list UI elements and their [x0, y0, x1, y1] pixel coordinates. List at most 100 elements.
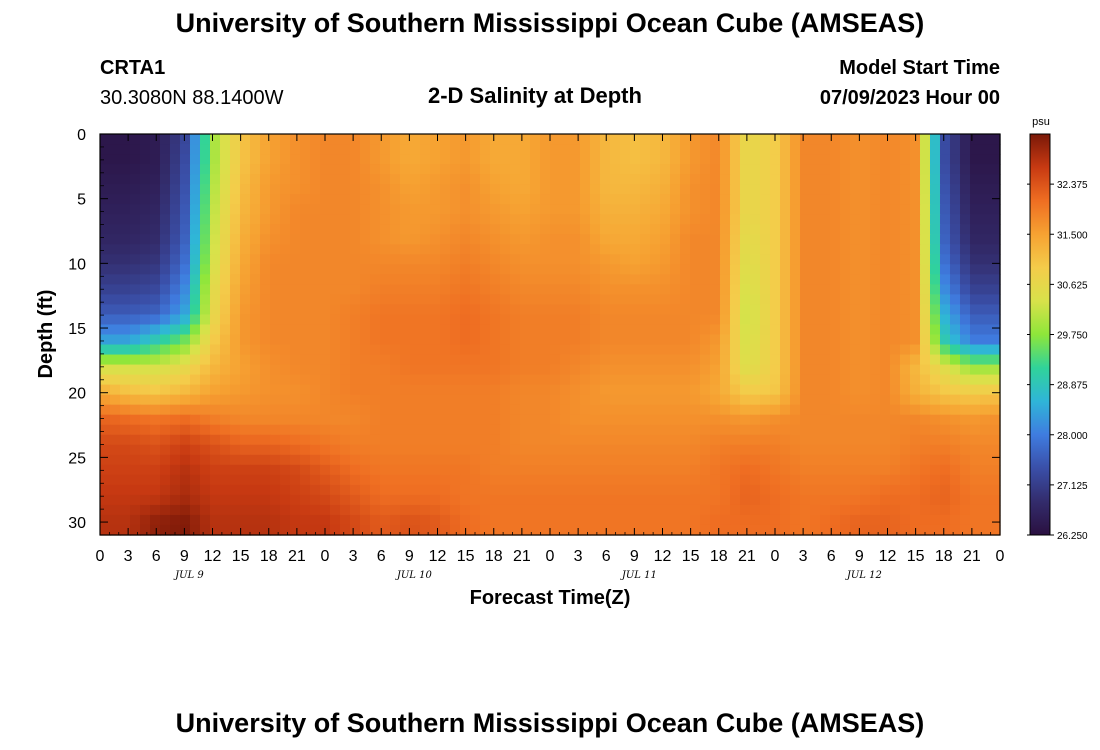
heatmap-cell [620, 344, 631, 356]
heatmap-cell [600, 244, 611, 255]
heatmap-cell [750, 514, 761, 526]
heatmap-cell [700, 204, 711, 215]
heatmap-cell [590, 524, 601, 536]
heatmap-cell [500, 464, 511, 476]
heatmap-cell [140, 134, 151, 145]
heatmap-cell [410, 444, 421, 456]
heatmap-cell [740, 504, 751, 516]
x-tick-label: 18 [710, 548, 728, 565]
heatmap-cell [830, 424, 841, 436]
heatmap-cell [640, 394, 651, 406]
heatmap-cell [490, 484, 501, 496]
heatmap-cell [230, 214, 241, 225]
heatmap-cell [120, 194, 131, 205]
heatmap-cell [340, 494, 351, 506]
heatmap-cell [580, 254, 591, 265]
heatmap-cell [120, 324, 131, 336]
heatmap-cell [910, 434, 921, 446]
heatmap-cell [960, 444, 971, 456]
heatmap-cell [750, 294, 761, 306]
heatmap-cell [300, 154, 311, 165]
heatmap-cell [390, 484, 401, 496]
heatmap-cell [920, 334, 931, 346]
heatmap-cell [580, 144, 591, 155]
heatmap-cell [320, 194, 331, 205]
heatmap-cell [120, 524, 131, 536]
heatmap-cell [170, 244, 181, 255]
heatmap-cell [260, 134, 271, 145]
heatmap-cell [300, 274, 311, 285]
heatmap-cell [150, 324, 161, 336]
heatmap-cell [910, 494, 921, 506]
heatmap-cell [570, 314, 581, 326]
heatmap-cell [170, 464, 181, 476]
heatmap-cell [370, 294, 381, 306]
heatmap-cell [880, 194, 891, 205]
heatmap-cell [310, 154, 321, 165]
heatmap-cell [880, 404, 891, 416]
heatmap-cell [950, 364, 961, 376]
heatmap-cell [660, 294, 671, 306]
heatmap-cell [140, 364, 151, 376]
heatmap-cell [500, 224, 511, 235]
heatmap-cell [700, 474, 711, 486]
heatmap-cell [830, 164, 841, 175]
heatmap-cell [100, 174, 111, 185]
heatmap-cell [850, 134, 861, 145]
heatmap-cell [200, 524, 211, 536]
heatmap-cell [930, 354, 941, 366]
heatmap-cell [770, 244, 781, 255]
heatmap-cell [860, 204, 871, 215]
heatmap-cell [860, 264, 871, 275]
heatmap-cell [240, 324, 251, 336]
heatmap-cell [520, 194, 531, 205]
heatmap-cell [110, 514, 121, 526]
x-tick-label: 6 [377, 548, 386, 565]
heatmap-cell [740, 324, 751, 336]
heatmap-cell [400, 314, 411, 326]
heatmap-cell [330, 174, 341, 185]
heatmap-cell [220, 504, 231, 516]
heatmap-cell [290, 284, 301, 296]
heatmap-cell [830, 414, 841, 426]
heatmap-cell [290, 434, 301, 446]
heatmap-cell [390, 294, 401, 306]
heatmap-cell [890, 454, 901, 466]
heatmap-cell [560, 464, 571, 476]
plot-title: 2-D Salinity at Depth [428, 83, 642, 108]
heatmap-cell [590, 514, 601, 526]
heatmap-cell [300, 314, 311, 326]
heatmap-cell [580, 474, 591, 486]
heatmap-cell [340, 294, 351, 306]
heatmap-cell [990, 504, 1001, 516]
heatmap-cell [440, 454, 451, 466]
heatmap-cell [540, 284, 551, 296]
heatmap-cell [160, 234, 171, 245]
heatmap-cell [550, 284, 561, 296]
heatmap-cell [380, 374, 391, 386]
heatmap-cell [460, 334, 471, 346]
heatmap-cell [400, 184, 411, 195]
heatmap-cell [890, 284, 901, 296]
heatmap-cell [100, 244, 111, 255]
heatmap-cell [820, 174, 831, 185]
heatmap-cell [180, 214, 191, 225]
heatmap-cell [590, 144, 601, 155]
heatmap-cell [640, 144, 651, 155]
heatmap-cell [520, 494, 531, 506]
heatmap-cell [950, 274, 961, 285]
heatmap-cell [690, 384, 701, 396]
heatmap-cell [440, 184, 451, 195]
heatmap-cell [640, 254, 651, 265]
heatmap-cell [720, 204, 731, 215]
heatmap-cell [180, 394, 191, 406]
heatmap-cell [180, 384, 191, 396]
heatmap-cell [960, 194, 971, 205]
heatmap-cell [850, 474, 861, 486]
heatmap-cell [710, 404, 721, 416]
heatmap-cell [950, 384, 961, 396]
heatmap-cell [980, 154, 991, 165]
heatmap-cell [390, 404, 401, 416]
heatmap-cell [540, 234, 551, 245]
heatmap-cell [610, 224, 621, 235]
